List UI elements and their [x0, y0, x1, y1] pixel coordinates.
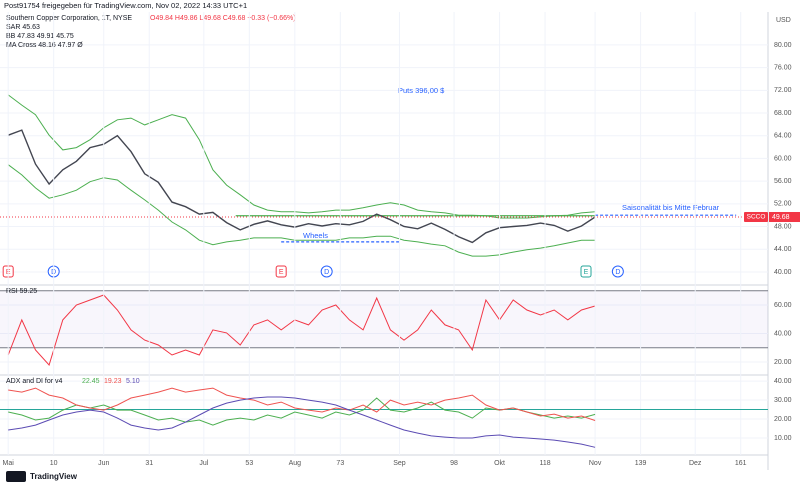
x-tick-label: Aug — [289, 460, 302, 467]
event-marker — [611, 265, 624, 278]
y-tick-label: 60.00 — [774, 155, 792, 162]
price-tag — [769, 212, 800, 223]
x-tick-label: 118 — [539, 460, 550, 467]
y-tick-label: 40.00 — [774, 269, 792, 276]
x-tick-label: 98 — [450, 460, 458, 467]
series-line — [8, 396, 596, 448]
y-tick-label: 52.00 — [774, 201, 792, 208]
x-tick-label: Mai — [3, 460, 15, 467]
share-note: Post91754 freigegeben für TradingView.co… — [4, 1, 247, 10]
y-tick-label: 72.00 — [774, 87, 792, 94]
pane-title: ADX and DI for v4 — [6, 378, 63, 385]
annotation: Saisonalität bis Mitte Februar — [622, 203, 720, 212]
x-tick-label: Sep — [393, 460, 406, 467]
x-tick-label: Dez — [689, 460, 702, 467]
x-tick-label: Okt — [494, 460, 505, 467]
indicator-legend: MA Cross 48.16 47.97 Ø — [6, 42, 83, 49]
symbol-tag-label: SCCO — [747, 214, 766, 221]
x-tick-label: 161 — [735, 460, 747, 467]
series-line — [7, 294, 596, 366]
x-tick-label: 53 — [245, 460, 253, 467]
series-line — [7, 129, 596, 244]
indicator-legend: SAR 45.63 — [6, 24, 40, 31]
currency: USD — [776, 17, 791, 24]
x-tick-label: Jul — [199, 460, 208, 467]
y-tick-label: 40.00 — [774, 378, 792, 385]
y-tick-label: 64.00 — [774, 133, 792, 140]
event-label: E — [584, 269, 589, 276]
x-tick-label: 10 — [50, 460, 58, 467]
y-tick-label: 20.00 — [774, 359, 792, 366]
indicator-value: 22.45 — [82, 378, 100, 385]
y-tick-label: 40.00 — [774, 330, 792, 337]
y-tick-label: 76.00 — [774, 64, 792, 71]
indicator-legend: BB 47.83 49.91 45.75 — [6, 33, 74, 40]
x-tick-label: Nov — [589, 460, 602, 467]
y-tick-label: 20.00 — [774, 416, 792, 423]
series-line — [8, 387, 596, 421]
event-marker — [320, 265, 333, 278]
annotation: Wheels — [303, 231, 328, 240]
series-line — [7, 94, 596, 219]
rsi-band — [0, 290, 768, 348]
event-label: D — [324, 269, 329, 276]
brand-logo — [6, 471, 26, 482]
symbol-tag — [744, 212, 768, 223]
annotation: Puts 396,00 $ — [398, 86, 445, 95]
series-line — [7, 164, 596, 257]
brand: TradingView — [30, 472, 78, 481]
y-tick-label: 56.00 — [774, 178, 792, 185]
indicator-value: 19.23 — [104, 378, 122, 385]
price-tag-label: 49.68 — [772, 214, 790, 221]
y-tick-label: 60.00 — [774, 302, 792, 309]
y-tick-label: 48.00 — [774, 223, 792, 230]
x-tick-label: 73 — [336, 460, 344, 467]
ohlc: O49.84 H49.86 L49.68 C49.68 −0.33 (−0.66… — [150, 15, 296, 22]
y-tick-label: 68.00 — [774, 110, 792, 117]
y-tick-label: 30.00 — [774, 397, 792, 404]
pane-title: RSI 59.25 — [6, 288, 37, 295]
y-tick-label: 10.00 — [774, 435, 792, 442]
event-label: E — [279, 269, 284, 276]
event-marker — [275, 265, 287, 278]
x-tick-label: 139 — [635, 460, 647, 467]
event-label: D — [615, 269, 620, 276]
y-tick-label: 80.00 — [774, 42, 792, 49]
event-marker — [580, 265, 592, 278]
pane-title: Southern Copper Corporation, 1T, NYSE — [6, 15, 132, 22]
y-tick-label: 44.00 — [774, 246, 792, 253]
x-tick-label: Jun — [98, 460, 109, 467]
indicator-value: 5.10 — [126, 378, 140, 385]
x-tick-label: 31 — [145, 460, 153, 467]
